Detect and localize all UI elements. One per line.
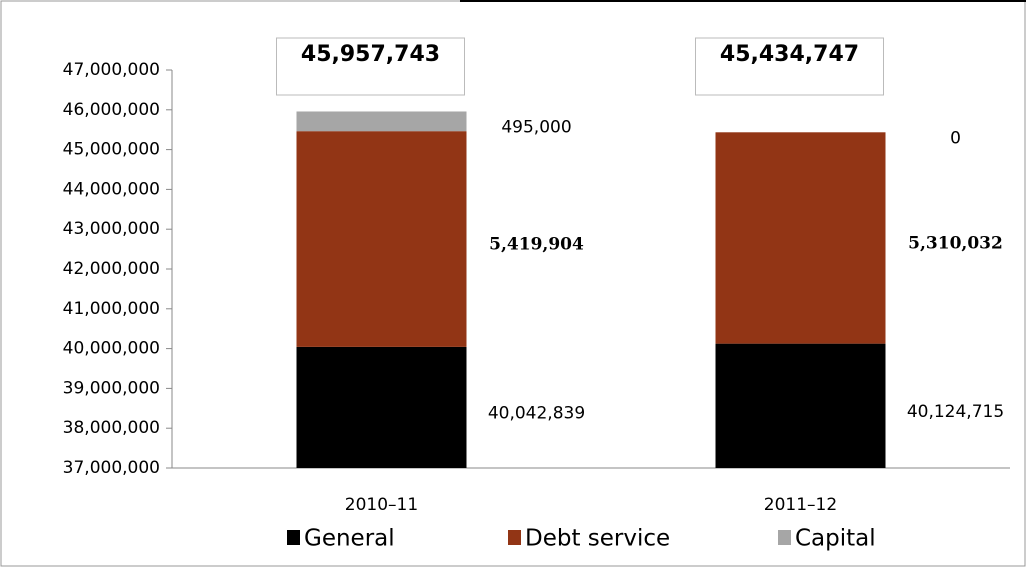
total-label: 45,434,747 [720, 42, 859, 67]
y-tick-label: 42,000,000 [63, 259, 160, 279]
value-label: 5,310,032 [908, 233, 1003, 253]
x-tick-label: 2010–11 [345, 495, 418, 515]
y-tick-label: 46,000,000 [63, 100, 160, 120]
legend-swatch [778, 530, 791, 545]
y-tick-label: 38,000,000 [63, 418, 160, 438]
legend-label: General [304, 526, 395, 552]
total-box [695, 37, 884, 96]
total-box [276, 37, 465, 96]
y-tick-label: 40,000,000 [63, 339, 160, 359]
legend-swatch [287, 530, 300, 545]
y-tick-label: 37,000,000 [63, 458, 160, 478]
bar-segment [715, 132, 886, 344]
value-label: 40,124,715 [907, 402, 1004, 422]
legend-swatch [508, 530, 521, 545]
total-label: 45,957,743 [301, 42, 440, 67]
legend-label: Debt service [525, 526, 670, 552]
y-tick-label: 44,000,000 [63, 179, 160, 199]
bar-segment [296, 111, 467, 132]
legend-label: Capital [795, 526, 876, 552]
y-tick-label: 43,000,000 [63, 219, 160, 239]
bar-segment [296, 346, 467, 468]
bar-segment [296, 131, 467, 347]
bar-segment [715, 343, 886, 468]
value-label: 0 [950, 128, 961, 148]
value-label: 5,419,904 [489, 235, 584, 255]
value-label: 495,000 [501, 117, 571, 137]
y-tick-label: 41,000,000 [63, 299, 160, 319]
y-tick-label: 47,000,000 [63, 60, 160, 80]
value-label: 40,042,839 [488, 403, 585, 423]
x-tick-label: 2011–12 [764, 495, 837, 515]
y-tick-label: 39,000,000 [63, 378, 160, 398]
y-tick-label: 45,000,000 [63, 140, 160, 160]
